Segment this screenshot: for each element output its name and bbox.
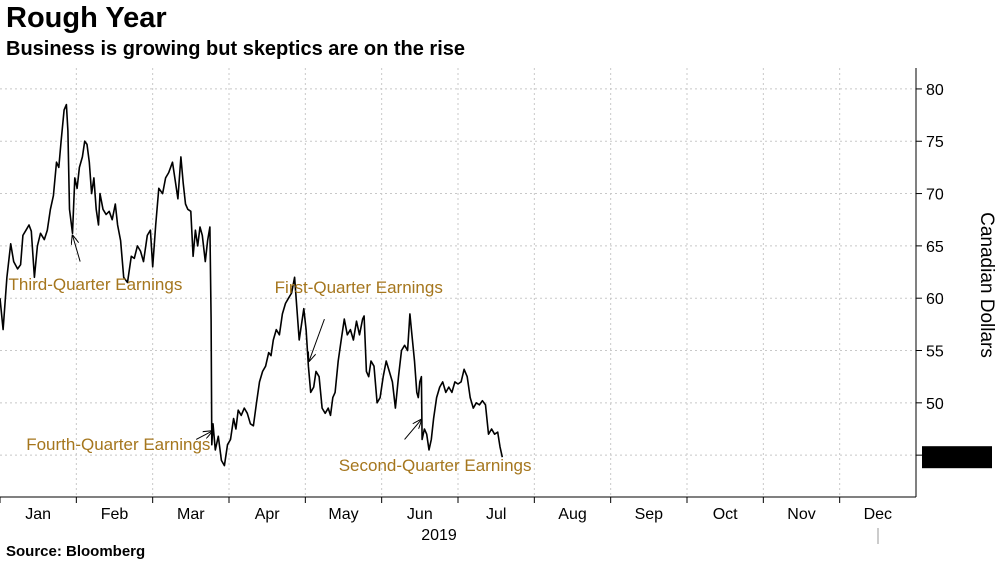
- price-series: [0, 103, 504, 467]
- y-axis-label: Canadian Dollars: [976, 212, 997, 358]
- chart-subtitle: Business is growing but skeptics are on …: [6, 38, 466, 60]
- annotations: Third-Quarter Earnings Fourth-Quarter Ear…: [8, 235, 532, 475]
- gridlines: [0, 68, 916, 497]
- last-value-badge-bg: [922, 446, 992, 469]
- series-line-share-price: [0, 103, 504, 467]
- x-tick-label-jul: Jul: [486, 506, 506, 523]
- x-tick-label-mar: Mar: [177, 506, 205, 523]
- y-tick-label-55: 55: [926, 344, 944, 361]
- x-tick-label-jun: Jun: [407, 506, 433, 523]
- x-tick-label-nov: Nov: [787, 506, 815, 523]
- x-tick-label-sep: Sep: [635, 506, 664, 523]
- chart-title: Rough Year: [6, 2, 167, 34]
- y-tick-label-50: 50: [926, 396, 944, 413]
- x-tick-label-feb: Feb: [101, 506, 129, 523]
- y-tick-label-70: 70: [926, 187, 944, 204]
- source-note: Source: Bloomberg: [6, 543, 146, 560]
- x-tick-label-oct: Oct: [713, 506, 738, 523]
- annotation-fourth-quarter-earnings: Fourth-Quarter Earnings: [26, 435, 210, 454]
- y-tick-label-65: 65: [926, 239, 944, 256]
- annotation-second-quarter-earnings: Second-Quarter Earnings: [339, 456, 532, 475]
- x-tick-label-may: May: [328, 506, 358, 523]
- x-tick-label-apr: Apr: [255, 506, 281, 523]
- x-tick-label-jan: Jan: [25, 506, 51, 523]
- last-value-text: 44.65: [937, 450, 977, 467]
- last-value-badge: 44.65: [922, 446, 992, 469]
- annotation-arrow-first-quarter-earnings: [309, 318, 325, 361]
- annotation-first-quarter-earnings: First-Quarter Earnings: [275, 278, 443, 297]
- y-tick-label-80: 80: [926, 82, 944, 99]
- x-tick-label-aug: Aug: [558, 506, 586, 523]
- annotation-arrow-fourth-quarter-earnings: [195, 431, 212, 440]
- axes: 50 55 60 65 70 75 80 Jan Feb Mar Apr May Jun Jul Aug Se…: [0, 68, 944, 544]
- annotation-arrow-second-quarter-earnings: [404, 420, 422, 440]
- annotation-third-quarter-earnings: Third-Quarter Earnings: [8, 275, 182, 294]
- y-tick-label-60: 60: [926, 291, 944, 308]
- x-axis-label: 2019: [421, 527, 457, 544]
- y-tick-label-75: 75: [926, 134, 944, 151]
- annotation-arrow-third-quarter-earnings: [73, 235, 81, 262]
- x-tick-label-dec: Dec: [864, 506, 892, 523]
